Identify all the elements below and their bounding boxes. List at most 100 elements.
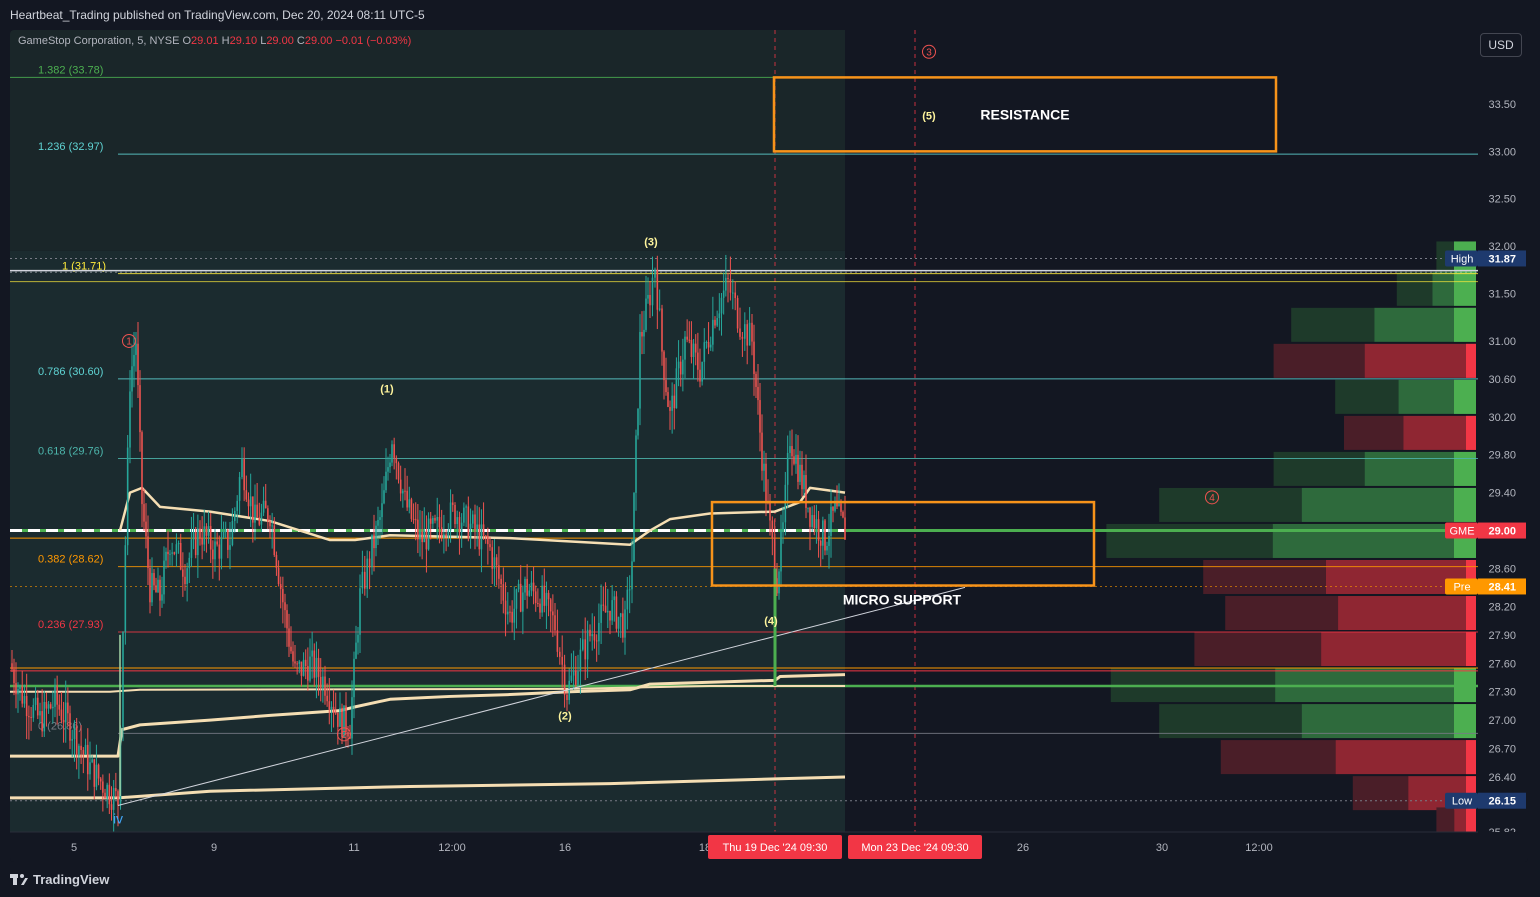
candle-body [212, 549, 214, 560]
tradingview-logo-icon [10, 874, 28, 885]
candle-body [209, 526, 212, 550]
candle-body [155, 585, 157, 593]
candle-body [302, 659, 305, 676]
candle-body [784, 484, 787, 523]
candle-body [699, 369, 701, 382]
candle-body [817, 519, 820, 541]
candle-body [440, 527, 443, 538]
candle-body [91, 759, 93, 763]
price-badge-value-bg [1478, 578, 1526, 595]
candle-body [734, 292, 736, 299]
volume-profile-bar-down [1338, 596, 1476, 631]
candle-body [522, 592, 524, 612]
price-tick-label: 27.90 [1488, 630, 1516, 642]
candle-body [93, 759, 96, 787]
candle-body [112, 788, 115, 810]
candle-body [188, 557, 191, 569]
candle-body [577, 671, 579, 685]
candle-body [337, 712, 339, 727]
candle-body [375, 525, 377, 549]
candle-body [665, 380, 667, 393]
currency-button[interactable]: USD [1480, 33, 1522, 57]
candle-body [744, 324, 746, 339]
candle-body [451, 502, 454, 505]
candle-body [80, 745, 82, 751]
candle-body [552, 611, 554, 616]
candle-body [759, 400, 761, 433]
candle-body [694, 343, 697, 353]
candle-body [834, 501, 836, 511]
candle-body [201, 537, 203, 545]
candle-body [410, 499, 413, 519]
candle-body [21, 686, 24, 704]
candle-body [753, 341, 755, 374]
price-tick-label: 30.60 [1488, 374, 1516, 386]
candle-body [359, 588, 361, 635]
candle-body [443, 534, 445, 538]
price-badge-label-bg [1445, 250, 1478, 267]
wave-circle [922, 44, 936, 59]
volume-profile-bar-down [1403, 415, 1476, 450]
candle-body [661, 308, 663, 352]
candle-body [126, 447, 129, 546]
tradingview-logo[interactable]: TradingView [10, 872, 109, 887]
candle-body [238, 477, 241, 501]
candle-body [757, 386, 759, 401]
volume-profile-bar-down [1220, 740, 1336, 775]
candle-body [793, 456, 795, 464]
trend-line [117, 586, 966, 806]
candle-body [727, 277, 729, 280]
candle-body [502, 584, 505, 601]
wave-circle [337, 727, 351, 742]
candle-body [43, 701, 46, 732]
candle-body [482, 524, 485, 536]
candle-body [292, 651, 294, 662]
candle-body [151, 573, 153, 603]
candle-body [791, 446, 793, 457]
time-tick-label: 5 [71, 842, 77, 854]
volume-profile-bar-down [1344, 415, 1404, 450]
candle-body [763, 463, 765, 471]
legend-close-label: C [296, 35, 305, 47]
chart-panel[interactable]: 1.382 (33.78) 1.236 (32.97) 1 (31.71) 0.786… [10, 30, 1528, 862]
time-tick-label: 11 [348, 842, 359, 854]
candle-body [584, 639, 586, 660]
fib-label: 1.382 (33.78) [38, 64, 103, 76]
price-badge-value-bg [1478, 522, 1526, 539]
price-badge-label: Low [1452, 796, 1472, 808]
candle-body [716, 318, 718, 326]
price-tick-label: 31.50 [1488, 289, 1516, 301]
candle-body [389, 462, 391, 468]
candle-body [393, 444, 395, 458]
candle-body [669, 406, 671, 411]
candle-body [347, 732, 349, 737]
candle-body [611, 600, 613, 621]
candle-body [493, 557, 496, 569]
candle-body [427, 518, 430, 550]
candle-body [236, 500, 238, 511]
candle-body [163, 560, 165, 595]
candle-body [353, 658, 355, 698]
candle-body [561, 656, 563, 665]
price-chart[interactable]: 1.382 (33.78) 1.236 (32.97) 1 (31.71) 0.786… [10, 30, 1528, 862]
volume-profile-bar-down [1466, 559, 1476, 594]
candle-body [173, 552, 176, 554]
candle-body [133, 354, 135, 367]
candle-body [639, 331, 641, 409]
candle-body [23, 696, 26, 704]
candle-body [765, 463, 767, 501]
candle-body [78, 745, 80, 756]
symbol-legend: GameStop Corporation, 5, NYSE O29.01 H29… [18, 35, 411, 47]
price-badge-value-bg [1478, 792, 1526, 809]
resistance-box [772, 76, 1278, 153]
candle-body [383, 490, 385, 504]
candle-body [82, 750, 85, 755]
candle-body [145, 521, 147, 537]
candle-body [701, 361, 703, 382]
candle-body [298, 661, 301, 664]
time-tick-label: 12:00 [438, 842, 466, 854]
candle-body [530, 582, 533, 591]
time-tick-label: 30 [1156, 842, 1168, 854]
candle-body [679, 361, 682, 375]
candle-body [28, 716, 30, 718]
